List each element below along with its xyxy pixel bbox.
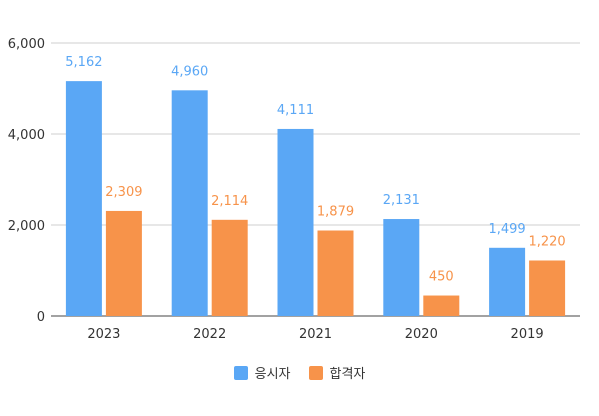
bar-passers	[423, 295, 460, 316]
bar-passers	[105, 210, 142, 316]
legend-label-applicants: 응시자	[254, 367, 291, 382]
data-label: 2,309	[105, 185, 142, 200]
bar-applicants	[277, 128, 314, 316]
data-label: 2,131	[383, 193, 420, 208]
y-tick-label: 6,000	[8, 37, 45, 52]
x-tick-label: 2020	[405, 327, 438, 342]
legend-label-passers: 합격자	[329, 367, 366, 382]
data-label: 1,879	[317, 205, 354, 220]
bar-applicants	[171, 90, 208, 316]
data-label: 4,960	[171, 64, 208, 79]
bar-passers	[529, 260, 566, 316]
x-tick-label: 2023	[87, 327, 120, 342]
bar-applicants	[489, 247, 526, 316]
data-label: 450	[429, 270, 454, 285]
data-label: 4,111	[277, 103, 314, 118]
chart-canvas: 0 2,000 4,000 6,000 5,162 2,309 2023 4,960 2,114…	[8, 37, 580, 342]
legend-item-passers[interactable]: 합격자	[308, 363, 366, 382]
x-tick-label: 2022	[193, 327, 226, 342]
bar-passers	[317, 230, 354, 316]
data-label: 5,162	[65, 55, 102, 70]
bar-applicants	[383, 219, 420, 316]
y-tick-label: 2,000	[8, 219, 45, 234]
bar-applicants	[65, 81, 102, 316]
y-tick-label: 4,000	[8, 128, 45, 143]
legend-swatch-passers	[308, 365, 323, 380]
data-label: 1,220	[528, 234, 565, 249]
legend: 응시자 합격자	[0, 363, 599, 382]
legend-swatch-applicants	[233, 365, 248, 380]
x-tick-label: 2021	[299, 327, 332, 342]
data-label: 1,499	[488, 222, 525, 237]
data-label: 2,114	[211, 194, 248, 209]
x-tick-label: 2019	[511, 327, 544, 342]
y-tick-label: 0	[37, 310, 45, 325]
bar-passers	[211, 219, 248, 316]
legend-item-applicants[interactable]: 응시자	[233, 363, 291, 382]
